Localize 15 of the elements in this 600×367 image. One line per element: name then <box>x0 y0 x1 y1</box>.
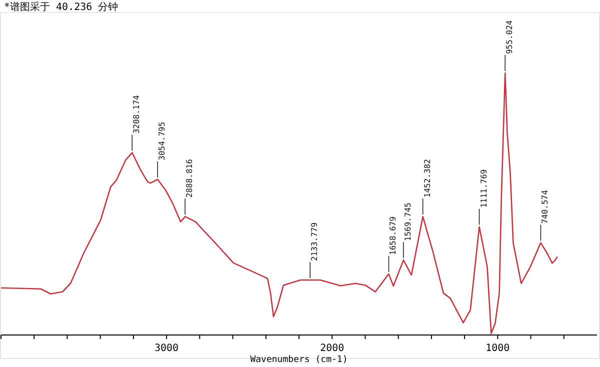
annotation: 1452.382 <box>422 158 432 198</box>
annotation: 1658.679 <box>388 216 398 255</box>
x-tick-label: 1000 <box>486 343 510 354</box>
x-tick-label: 3000 <box>154 343 179 354</box>
annotation: 3054.795 <box>158 122 167 160</box>
text: *谱图采于 40.236 分钟 <box>4 1 118 13</box>
annotation: 2888.816 <box>185 158 194 198</box>
annotation: 2133.779 <box>310 222 320 261</box>
x-axis-title: Wavenumbers (cm-1) <box>250 355 348 365</box>
annotation: 1569.745 <box>403 202 412 242</box>
annotation: 1111.769 <box>479 169 488 208</box>
x-tick-label: 2000 <box>320 343 344 354</box>
annotation: 3208.174 <box>132 94 142 134</box>
annotation: 740.574 <box>540 190 550 224</box>
annotation: 955.024 <box>505 20 514 54</box>
